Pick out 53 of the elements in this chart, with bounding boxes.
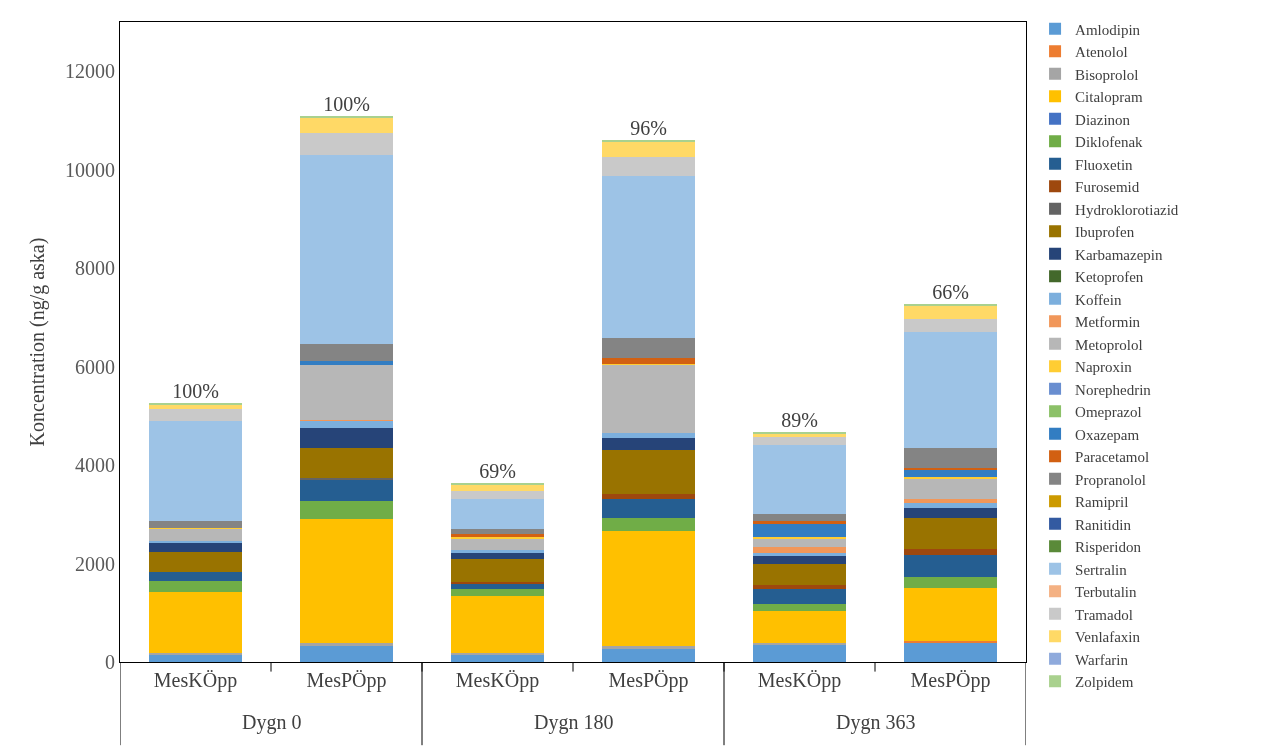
legend-label: Naproxin	[1075, 359, 1133, 375]
legend-label: Zolpidem	[1075, 674, 1134, 690]
legend-label: Amlodipin	[1075, 21, 1141, 38]
x-tick-label: MesKÖpp	[455, 669, 540, 692]
x-tick-label: MesKÖpp	[153, 669, 238, 692]
legend-label: Diazinon	[1075, 111, 1131, 128]
y-tick-label: 10000	[65, 158, 115, 181]
legend-label: Risperidon	[1075, 539, 1142, 555]
legend-label: Warfarin	[1075, 651, 1129, 668]
legend-label: Oxazepam	[1075, 426, 1140, 443]
legend-label: Ranitidin	[1075, 516, 1132, 533]
legend-label: Hydroklorotiazid	[1075, 201, 1179, 218]
legend-label: Tramadol	[1075, 606, 1133, 623]
text: Dygn 180	[534, 711, 614, 734]
x-tick-label: MesPÖpp	[608, 669, 689, 692]
legend-label: Metoprolol	[1075, 336, 1143, 353]
legend-label: Ibuprofen	[1075, 224, 1135, 240]
legend-label: Furosemid	[1075, 179, 1140, 195]
text: Dygn 363	[836, 711, 916, 734]
y-tick-label: 2000	[75, 552, 115, 575]
legend-label: Venlafaxin	[1075, 629, 1141, 645]
legend-label: Ramipril	[1075, 494, 1129, 510]
legend-label: Citalopram	[1075, 89, 1143, 105]
annotation: 66%	[932, 280, 969, 303]
legend-label: Karbamazepin	[1075, 246, 1164, 263]
legend-label: Bisoprolol	[1075, 66, 1139, 83]
legend-label: Diklofenak	[1075, 134, 1144, 150]
x-tick-label: MesKÖpp	[757, 669, 842, 692]
y-tick-label: 12000	[65, 60, 115, 83]
annotation: 100%	[323, 93, 370, 116]
y-tick-label: 8000	[75, 257, 115, 280]
y-tick-label: 4000	[75, 454, 115, 477]
legend-label: Koffein	[1075, 291, 1122, 308]
text: Dygn 0	[242, 711, 302, 734]
legend-label: Fluoxetin	[1075, 156, 1134, 173]
y-tick-label: 0	[105, 651, 115, 673]
y-tick-label: 6000	[75, 355, 115, 378]
annotation: 96%	[630, 116, 667, 139]
legend-label: Metformin	[1075, 314, 1141, 330]
x-tick-label: MesPÖpp	[910, 669, 991, 692]
annotation: 89%	[781, 409, 818, 432]
x-tick-label: MesPÖpp	[306, 669, 387, 692]
legend-label: Ketoprofen	[1075, 269, 1144, 285]
annotation: 69%	[479, 459, 516, 482]
y-axis-title: Koncentration (ng/g aska)	[25, 237, 49, 447]
legend-label: Propranolol	[1075, 471, 1146, 488]
annotation: 100%	[172, 380, 219, 403]
legend-label: Sertralin	[1075, 561, 1128, 578]
legend-label: Paracetamol	[1075, 449, 1150, 465]
legend-label: Terbutalin	[1075, 584, 1137, 600]
legend-label: Norephedrin	[1075, 381, 1152, 398]
legend-label: Omeprazol	[1075, 404, 1142, 420]
legend-label: Atenolol	[1075, 44, 1128, 60]
